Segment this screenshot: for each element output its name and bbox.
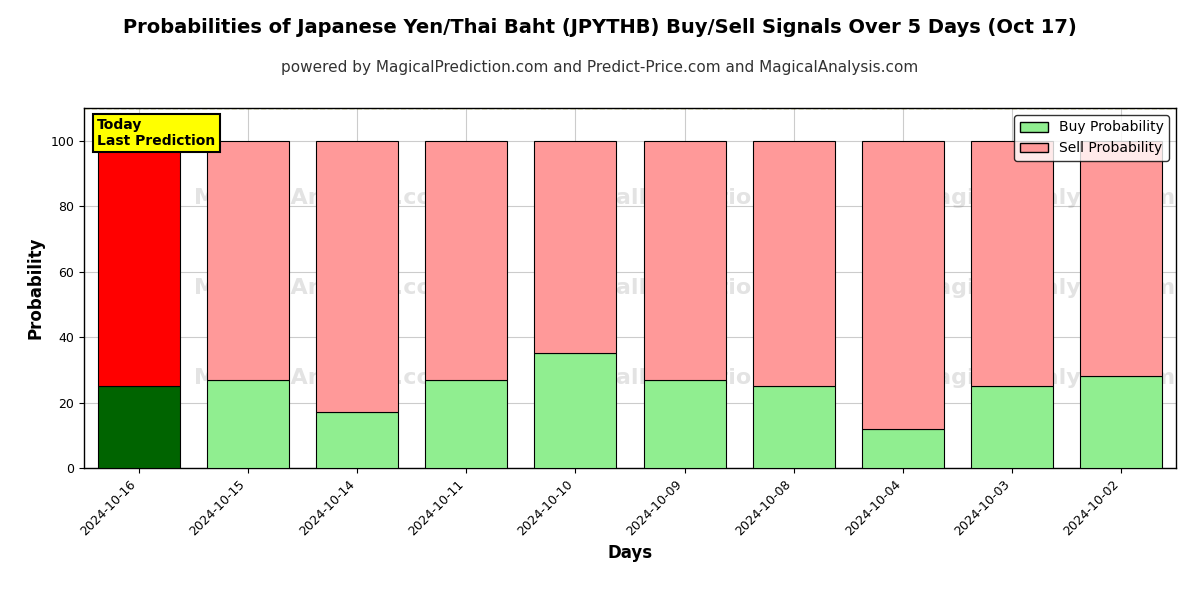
Text: MagicalAnalysis.com: MagicalAnalysis.com — [914, 368, 1176, 388]
Bar — [1080, 141, 1163, 376]
Text: MagicalAnalysis.com: MagicalAnalysis.com — [193, 368, 455, 388]
Bar — [97, 386, 180, 468]
Bar — [862, 429, 944, 468]
Bar — [752, 141, 835, 386]
Bar — [971, 141, 1054, 386]
Text: MagicalAnalysis.com: MagicalAnalysis.com — [193, 188, 455, 208]
Bar — [425, 141, 508, 380]
Bar — [643, 141, 726, 380]
Bar — [316, 141, 398, 412]
Bar — [206, 141, 289, 380]
Text: MagicalAnalysis.com: MagicalAnalysis.com — [914, 278, 1176, 298]
Y-axis label: Probability: Probability — [26, 237, 44, 339]
Bar — [862, 141, 944, 429]
Text: MagicalPrediction.com: MagicalPrediction.com — [542, 188, 827, 208]
Text: MagicalPrediction.com: MagicalPrediction.com — [542, 278, 827, 298]
Bar — [534, 353, 617, 468]
Bar — [425, 380, 508, 468]
Text: powered by MagicalPrediction.com and Predict-Price.com and MagicalAnalysis.com: powered by MagicalPrediction.com and Pre… — [281, 60, 919, 75]
Bar — [97, 141, 180, 386]
Bar — [534, 141, 617, 353]
Bar — [971, 386, 1054, 468]
Text: MagicalPrediction.com: MagicalPrediction.com — [542, 368, 827, 388]
Bar — [752, 386, 835, 468]
Bar — [316, 412, 398, 468]
Text: Today
Last Prediction: Today Last Prediction — [97, 118, 215, 148]
Bar — [1080, 376, 1163, 468]
Bar — [206, 380, 289, 468]
Text: MagicalAnalysis.com: MagicalAnalysis.com — [914, 188, 1176, 208]
Text: Probabilities of Japanese Yen/Thai Baht (JPYTHB) Buy/Sell Signals Over 5 Days (O: Probabilities of Japanese Yen/Thai Baht … — [124, 18, 1076, 37]
Text: MagicalAnalysis.com: MagicalAnalysis.com — [193, 278, 455, 298]
X-axis label: Days: Days — [607, 544, 653, 562]
Bar — [643, 380, 726, 468]
Legend: Buy Probability, Sell Probability: Buy Probability, Sell Probability — [1014, 115, 1169, 161]
